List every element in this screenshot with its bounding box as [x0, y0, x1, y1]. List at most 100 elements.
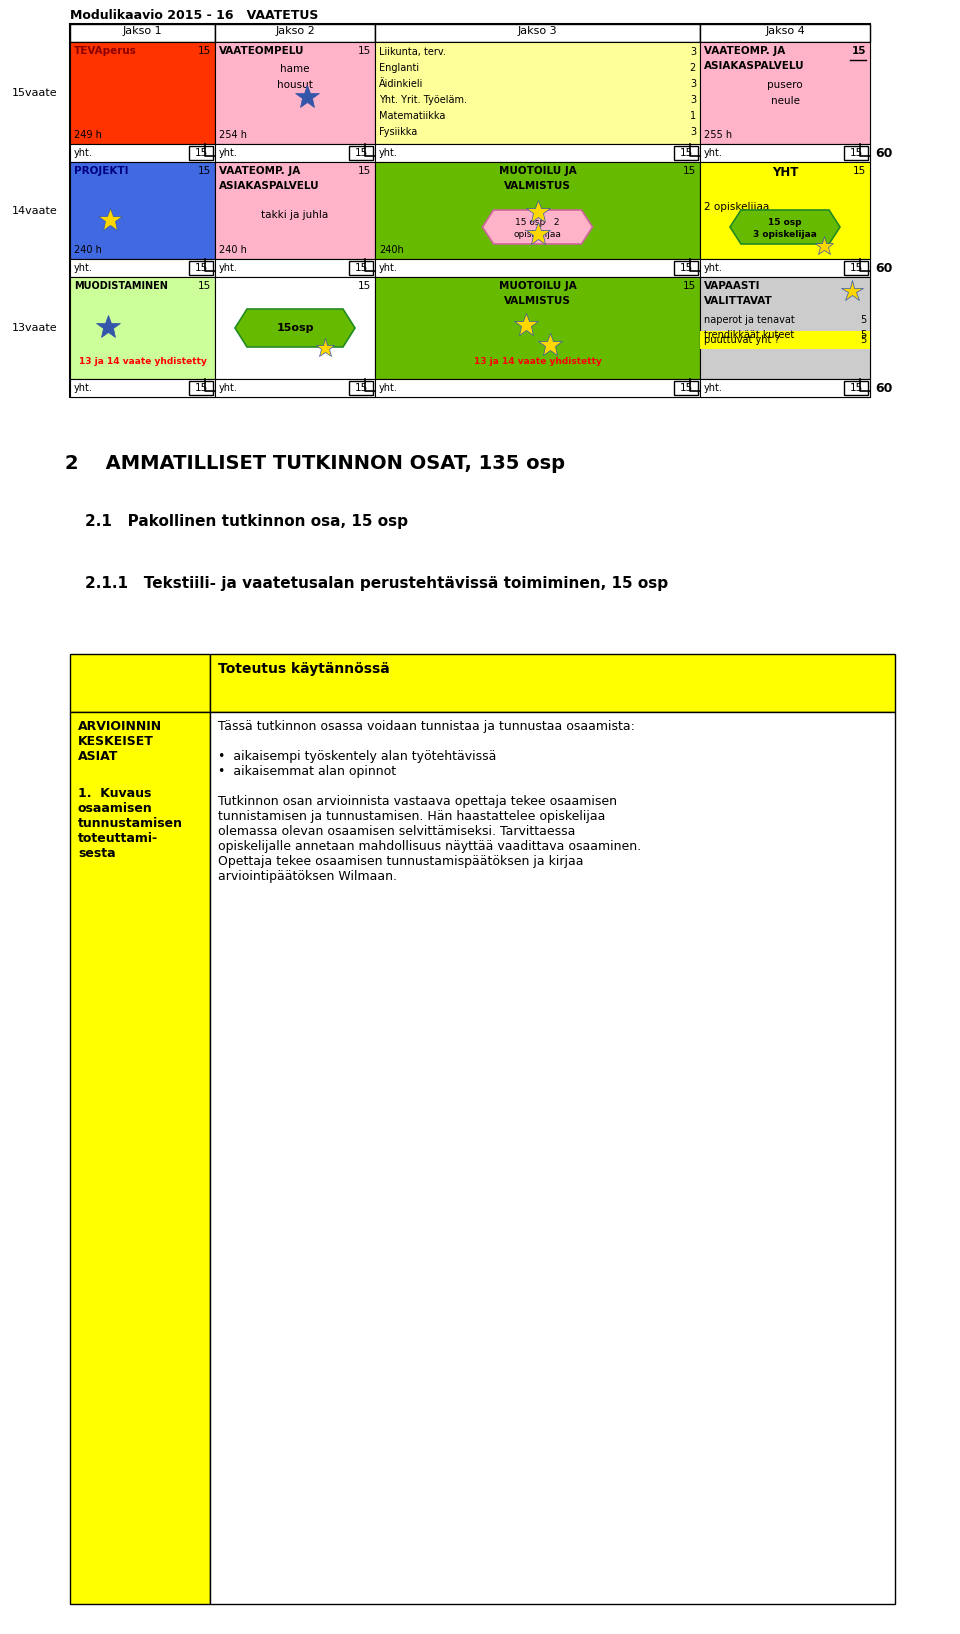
Text: VAATEOMPELU: VAATEOMPELU [219, 46, 304, 56]
Text: pusero: pusero [767, 80, 803, 90]
Text: Jakso 2: Jakso 2 [276, 26, 315, 36]
Text: opiskelijaa: opiskelijaa [514, 229, 562, 239]
Text: 2: 2 [689, 64, 696, 74]
Text: 15: 15 [194, 382, 207, 394]
Text: 2.1   Pakollinen tutkinnon osa, 15 osp: 2.1 Pakollinen tutkinnon osa, 15 osp [85, 515, 408, 529]
Text: yht.: yht. [74, 149, 93, 158]
Text: yht.: yht. [379, 263, 397, 273]
Text: ASIAKASPALVELU: ASIAKASPALVELU [704, 60, 804, 70]
Text: trendikkäät kuteet: trendikkäät kuteet [704, 330, 794, 340]
Text: 2.1.1   Tekstiili- ja vaatetusalan perustehtävissä toimiminen, 15 osp: 2.1.1 Tekstiili- ja vaatetusalan peruste… [85, 577, 668, 592]
FancyBboxPatch shape [700, 162, 870, 260]
Text: 15: 15 [852, 46, 866, 56]
Text: 15 osp   2: 15 osp 2 [516, 217, 560, 227]
FancyBboxPatch shape [700, 42, 870, 144]
FancyBboxPatch shape [215, 260, 375, 278]
Text: 240h: 240h [379, 245, 404, 255]
FancyBboxPatch shape [215, 162, 375, 260]
Text: TEVAperus: TEVAperus [74, 46, 137, 56]
Text: Modulikaavio 2015 - 16   VAATETUS: Modulikaavio 2015 - 16 VAATETUS [70, 10, 319, 21]
FancyBboxPatch shape [700, 260, 870, 278]
Text: 254 h: 254 h [219, 131, 247, 141]
Text: 3: 3 [690, 95, 696, 105]
FancyBboxPatch shape [700, 25, 870, 42]
Text: Yht. Yrit. Työeläm.: Yht. Yrit. Työeläm. [379, 95, 467, 105]
Polygon shape [730, 211, 840, 243]
Text: Fysiikka: Fysiikka [379, 127, 418, 137]
Text: 15: 15 [680, 263, 692, 273]
Text: 5: 5 [860, 315, 866, 325]
Text: Jakso 1: Jakso 1 [123, 26, 162, 36]
Text: 1: 1 [690, 111, 696, 121]
FancyBboxPatch shape [215, 379, 375, 397]
Text: 5: 5 [860, 330, 866, 340]
Text: 15: 15 [194, 263, 207, 273]
Text: 15: 15 [198, 46, 211, 56]
FancyBboxPatch shape [70, 260, 215, 278]
Text: yht.: yht. [219, 149, 238, 158]
Text: 5: 5 [860, 335, 866, 345]
FancyBboxPatch shape [70, 654, 210, 712]
FancyBboxPatch shape [210, 654, 895, 712]
FancyBboxPatch shape [210, 712, 895, 1605]
Text: MUOTOILU JA: MUOTOILU JA [498, 281, 576, 291]
Text: yht.: yht. [379, 149, 397, 158]
Text: yht.: yht. [219, 382, 238, 394]
FancyBboxPatch shape [70, 162, 215, 260]
Text: 15: 15 [358, 167, 371, 176]
Text: VAATEOMP. JA: VAATEOMP. JA [219, 167, 300, 176]
FancyBboxPatch shape [375, 379, 700, 397]
Text: yht.: yht. [704, 382, 723, 394]
FancyBboxPatch shape [375, 162, 700, 260]
Text: Jakso 3: Jakso 3 [517, 26, 558, 36]
Text: VALMISTUS: VALMISTUS [504, 181, 571, 191]
FancyBboxPatch shape [700, 144, 870, 162]
Text: Matematiikka: Matematiikka [379, 111, 445, 121]
Text: Toteutus käytännössä: Toteutus käytännössä [218, 662, 390, 676]
FancyBboxPatch shape [70, 712, 210, 1605]
Text: 2 opiskelijaa: 2 opiskelijaa [704, 203, 769, 212]
Text: 15osp: 15osp [276, 324, 314, 333]
Text: VALMISTUS: VALMISTUS [504, 296, 571, 306]
FancyBboxPatch shape [70, 379, 215, 397]
FancyBboxPatch shape [189, 261, 213, 275]
Text: 15: 15 [850, 263, 863, 273]
Text: 15: 15 [194, 149, 207, 158]
FancyBboxPatch shape [844, 261, 868, 275]
FancyBboxPatch shape [215, 144, 375, 162]
Polygon shape [483, 211, 592, 243]
FancyBboxPatch shape [70, 25, 215, 42]
FancyBboxPatch shape [375, 260, 700, 278]
Text: 15: 15 [354, 382, 368, 394]
Text: 3: 3 [690, 127, 696, 137]
Text: 240 h: 240 h [74, 245, 102, 255]
Text: 15vaate: 15vaate [12, 88, 58, 98]
FancyBboxPatch shape [349, 261, 373, 275]
Text: yht.: yht. [379, 382, 397, 394]
Text: 13 ja 14 vaate yhdistetty: 13 ja 14 vaate yhdistetty [473, 356, 601, 366]
Polygon shape [235, 309, 355, 346]
FancyBboxPatch shape [215, 278, 375, 379]
FancyBboxPatch shape [700, 278, 870, 379]
Text: puuttuvat yht ?: puuttuvat yht ? [704, 335, 780, 345]
Text: 60: 60 [875, 261, 893, 275]
Text: 60: 60 [875, 381, 893, 394]
Text: 15: 15 [198, 281, 211, 291]
FancyBboxPatch shape [70, 144, 215, 162]
FancyBboxPatch shape [674, 145, 698, 160]
Text: 15: 15 [354, 149, 368, 158]
Text: yht.: yht. [219, 263, 238, 273]
Text: 15: 15 [354, 263, 368, 273]
Text: ARVIOINNIN
KESKEISET
ASIAT: ARVIOINNIN KESKEISET ASIAT [78, 721, 162, 763]
Text: Liikunta, terv.: Liikunta, terv. [379, 47, 445, 57]
Text: 15: 15 [680, 382, 692, 394]
FancyBboxPatch shape [349, 145, 373, 160]
Text: 15: 15 [198, 167, 211, 176]
Text: 1.  Kuvaus
osaamisen
tunnustamisen
toteuttami-
sesta: 1. Kuvaus osaamisen tunnustamisen toteut… [78, 788, 183, 859]
Text: neule: neule [771, 96, 800, 106]
FancyBboxPatch shape [375, 278, 700, 379]
Text: PROJEKTI: PROJEKTI [74, 167, 129, 176]
Text: Englanti: Englanti [379, 64, 420, 74]
Text: 15: 15 [683, 281, 696, 291]
FancyBboxPatch shape [70, 278, 215, 379]
